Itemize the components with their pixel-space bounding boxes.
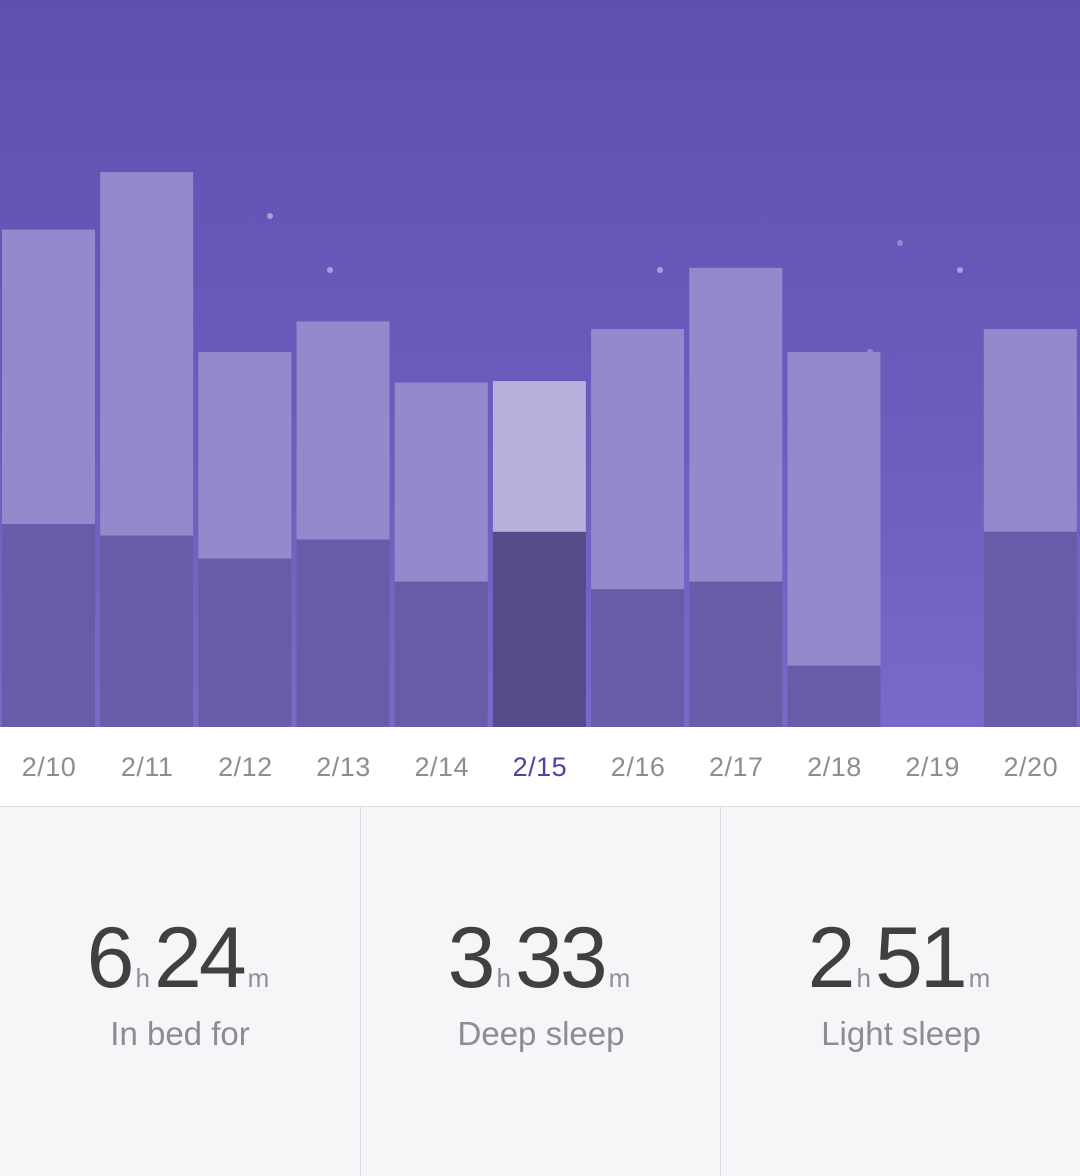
deep-sleep-minutes: 33 (514, 910, 608, 1006)
date-tab-2-20[interactable]: 2/20 (1003, 751, 1059, 782)
light-sleep-bar-2-14[interactable] (394, 382, 488, 582)
deep-sleep-bar-2-20[interactable] (983, 531, 1077, 727)
date-tab-2-10[interactable]: 2/10 (21, 751, 77, 782)
date-tab-2-16[interactable]: 2/16 (610, 751, 666, 782)
deep-sleep-bar-2-11[interactable] (100, 535, 194, 727)
star-icon (657, 267, 663, 273)
deep-sleep-bar-2-13[interactable] (296, 539, 390, 727)
hours-unit: h (496, 963, 511, 993)
hours-unit: h (856, 963, 871, 993)
light-sleep-bar-2-20[interactable] (983, 329, 1077, 532)
deep-sleep-bar-2-18[interactable] (787, 665, 881, 727)
date-tab-2-15[interactable]: 2/15 (512, 751, 568, 782)
light-sleep-bar-2-11[interactable] (100, 172, 194, 536)
date-tab-2-19[interactable]: 2/19 (905, 751, 960, 782)
sleep-stats-panel: 6 h 24 m In bed for 3 h 33 m Deep sleep … (0, 807, 1080, 1176)
in-bed-duration: 6 h 24 m (0, 915, 360, 1001)
deep-sleep-bar-2-16[interactable] (591, 589, 685, 727)
light-sleep-bar-2-17[interactable] (689, 267, 783, 582)
deep-sleep-duration: 3 h 33 m (361, 915, 721, 1001)
light-sleep-minutes: 51 (874, 910, 968, 1006)
deep-sleep-hours: 3 (447, 910, 496, 1006)
light-sleep-hours: 2 (807, 910, 856, 1006)
light-sleep-bar-2-10[interactable] (2, 229, 95, 525)
hours-unit: h (135, 963, 150, 993)
star-icon (267, 213, 273, 219)
minutes-unit: m (968, 963, 991, 993)
date-tab-2-11[interactable]: 2/11 (120, 751, 174, 782)
sleep-bar-chart (2, 172, 1077, 727)
deep-sleep-label: Deep sleep (457, 1015, 625, 1052)
minutes-unit: m (247, 963, 270, 993)
star-icon (957, 267, 963, 273)
in-bed-hours: 6 (86, 910, 135, 1006)
minutes-unit: m (608, 963, 631, 993)
light-sleep-duration: 2 h 51 m (721, 915, 1080, 1001)
date-tab-2-12[interactable]: 2/12 (218, 751, 273, 782)
date-selector: 2/10 2/11 2/12 2/13 2/14 2/15 2/16 2/17 … (0, 727, 1080, 807)
light-sleep-bar-2-18[interactable] (787, 352, 881, 666)
in-bed-minutes: 24 (153, 910, 247, 1006)
date-tab-2-18[interactable]: 2/18 (807, 751, 862, 782)
light-sleep-bar-2-13[interactable] (296, 321, 390, 540)
deep-sleep-bar-2-17[interactable] (689, 581, 783, 727)
in-bed-label: In bed for (110, 1015, 250, 1052)
star-icon (327, 267, 333, 273)
light-sleep-bar-2-12[interactable] (198, 352, 292, 559)
deep-sleep-bar-2-10[interactable] (2, 524, 95, 727)
star-icon (897, 240, 903, 246)
stat-deep-sleep: 3 h 33 m Deep sleep (360, 807, 720, 1176)
date-tab-2-13[interactable]: 2/13 (316, 751, 371, 782)
deep-sleep-bar-2-15[interactable] (492, 531, 586, 727)
stat-light-sleep: 2 h 51 m Light sleep (720, 807, 1080, 1176)
date-tab-2-14[interactable]: 2/14 (414, 751, 469, 782)
sleep-chart[interactable] (0, 0, 1080, 727)
deep-sleep-bar-2-14[interactable] (394, 581, 488, 727)
stat-in-bed: 6 h 24 m In bed for (0, 807, 360, 1176)
light-sleep-bar-2-15[interactable] (492, 381, 586, 532)
date-tab-2-17[interactable]: 2/17 (708, 751, 764, 782)
light-sleep-label: Light sleep (821, 1015, 981, 1052)
deep-sleep-bar-2-12[interactable] (198, 558, 292, 727)
light-sleep-bar-2-16[interactable] (591, 329, 685, 590)
